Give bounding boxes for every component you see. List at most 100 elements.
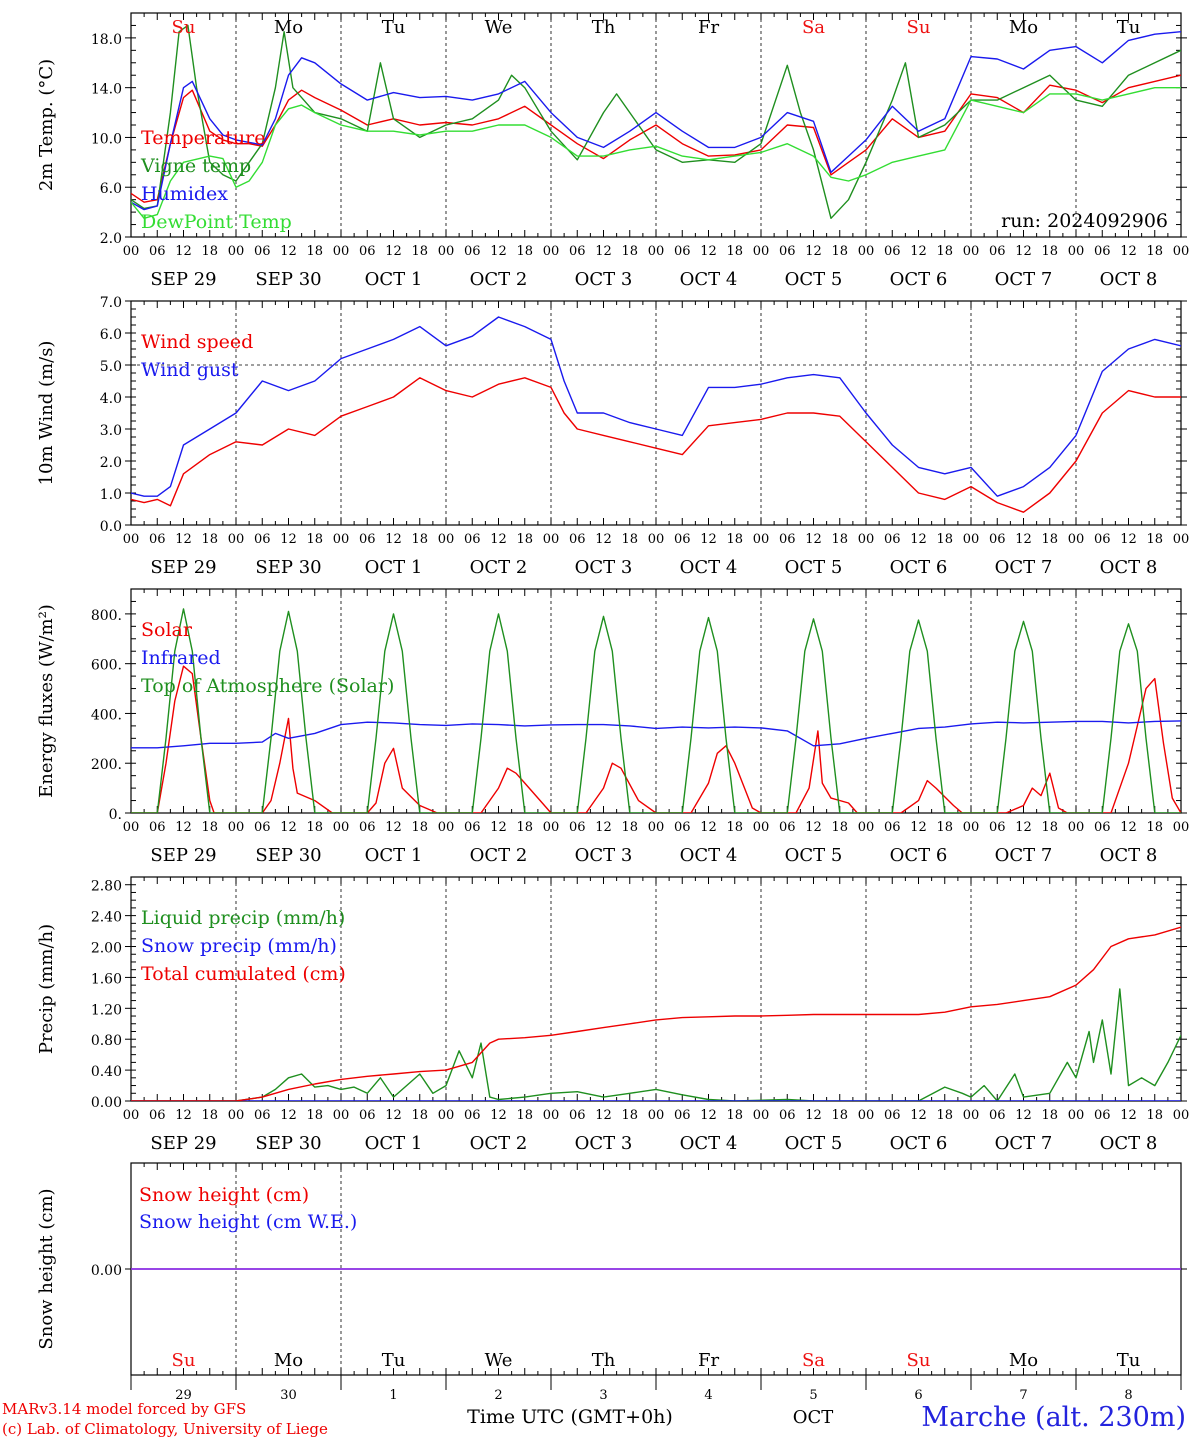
day-name-top: We [485, 17, 513, 38]
hour-label: 12 [805, 244, 822, 259]
hour-label: 12 [385, 820, 402, 835]
y-tick-label: 1.60 [91, 971, 122, 987]
hour-label: 00 [1068, 532, 1085, 547]
y-tick-label: 2.0 [100, 231, 122, 247]
date-label: OCT 4 [680, 269, 738, 290]
hour-label: 00 [228, 532, 245, 547]
hour-label: 06 [1094, 820, 1111, 835]
legend-entry: Infrared [141, 647, 221, 669]
hour-label: 06 [674, 1108, 691, 1123]
hour-label: 12 [280, 1108, 297, 1123]
day-name-bottom: Mo [274, 1350, 303, 1371]
date-label: OCT 6 [890, 269, 948, 290]
footer-lab-credit: (c) Lab. of Climatology, University of L… [2, 1420, 328, 1438]
hour-label: 18 [621, 820, 638, 835]
y-axis-label: Snow height (cm) [36, 1188, 57, 1349]
hour-label: 18 [936, 820, 953, 835]
series-group [131, 316, 1181, 513]
day-name-top: Tu [382, 17, 406, 38]
hour-label: 00 [1173, 820, 1190, 835]
xaxis-title: Time UTC (GMT+0h) [467, 1406, 673, 1428]
legend-entry: DewPoint Temp [141, 211, 292, 233]
y-tick-label: 0.0 [100, 519, 122, 535]
series-line-top-of-atmosphere-solar- [131, 608, 1181, 813]
date-label: OCT 4 [680, 557, 738, 578]
hour-label: 18 [411, 532, 428, 547]
hour-label: 00 [228, 820, 245, 835]
legend-entry: Temperature [141, 127, 265, 149]
series-line-wind-gust [131, 316, 1181, 497]
hour-label: 06 [989, 244, 1006, 259]
footer-model-credit: MARv3.14 model forced by GFS [2, 1400, 246, 1418]
legend-entry: Snow precip (mm/h) [141, 935, 337, 957]
hour-label: 00 [753, 820, 770, 835]
date-label: OCT 3 [575, 1133, 633, 1154]
hour-label: 12 [910, 1108, 927, 1123]
hour-label: 12 [385, 532, 402, 547]
hour-label: 12 [595, 820, 612, 835]
hour-label: 00 [1068, 820, 1085, 835]
hour-label: 00 [438, 244, 455, 259]
hour-label: 18 [1041, 244, 1058, 259]
hour-label: 00 [333, 820, 350, 835]
hour-label: 12 [175, 1108, 192, 1123]
hour-label: 18 [831, 244, 848, 259]
y-tick-label: 0.80 [91, 1033, 122, 1049]
hour-label: 12 [700, 532, 717, 547]
hour-label: 00 [858, 532, 875, 547]
legend-entry: Solar [141, 619, 193, 641]
hour-label: 12 [805, 1108, 822, 1123]
day-name-top: Sa [802, 17, 825, 38]
hour-label: 00 [858, 820, 875, 835]
date-label: OCT 2 [470, 269, 528, 290]
date-label: OCT 2 [470, 557, 528, 578]
date-label: OCT 6 [890, 1133, 948, 1154]
y-tick-label: 0.00 [91, 1095, 122, 1111]
legend-entry: Snow height (cm W.E.) [139, 1211, 357, 1233]
hour-label: 18 [306, 1108, 323, 1123]
hour-label: 06 [779, 532, 796, 547]
hour-label: 06 [359, 244, 376, 259]
y-tick-label: 18.0 [91, 32, 122, 48]
hour-label: 12 [280, 820, 297, 835]
hour-label: 12 [175, 244, 192, 259]
hour-label: 18 [516, 532, 533, 547]
hour-label: 00 [333, 1108, 350, 1123]
series-group [131, 926, 1181, 1101]
legend-entry: Total cumulated (cm) [141, 963, 346, 985]
hour-label: 06 [884, 820, 901, 835]
hour-label: 00 [963, 1108, 980, 1123]
y-tick-label: 2.0 [100, 455, 122, 471]
y-tick-label: 7.0 [100, 295, 122, 311]
hour-label: 06 [149, 820, 166, 835]
legend-entry: Top of Atmosphere (Solar) [141, 675, 394, 697]
hour-label: 06 [464, 1108, 481, 1123]
hour-label: 12 [280, 244, 297, 259]
hour-label: 00 [1173, 532, 1190, 547]
hour-label: 06 [884, 244, 901, 259]
y-tick-label: 2.80 [91, 879, 122, 895]
panel-1: 2.0 6.0 10.0 14.0 18.0 2m Temp. (°C) 00 06 12 18 0… [36, 12, 1189, 290]
day-number: 30 [280, 1388, 297, 1403]
hour-label: 00 [648, 820, 665, 835]
legend-entry: Wind gust [141, 359, 239, 381]
hour-label: 12 [1120, 1108, 1137, 1123]
hour-label: 00 [963, 820, 980, 835]
series-line-wind-speed [131, 377, 1181, 513]
day-name-top: Th [592, 17, 616, 38]
day-number: 6 [914, 1388, 922, 1403]
hour-label: 06 [464, 820, 481, 835]
hour-label: 18 [516, 1108, 533, 1123]
hour-label: 18 [621, 532, 638, 547]
hour-label: 00 [123, 1108, 140, 1123]
hour-label: 06 [359, 1108, 376, 1123]
legend-entry: Snow height (cm) [139, 1184, 309, 1206]
hour-label: 06 [989, 1108, 1006, 1123]
hour-label: 12 [1015, 244, 1032, 259]
legend-entry: Humidex [141, 183, 228, 205]
panel-5: 0.00 Snow height (cm) Snow height (cm) Snow… [36, 1162, 1187, 1376]
y-tick-label: 4.0 [100, 391, 122, 407]
hour-label: 06 [254, 532, 271, 547]
date-label: OCT 1 [365, 1133, 423, 1154]
